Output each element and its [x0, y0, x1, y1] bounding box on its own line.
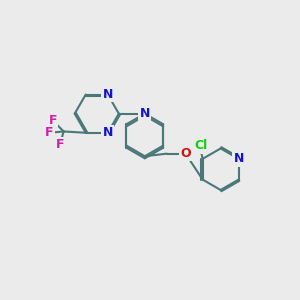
Text: F: F [56, 139, 64, 152]
Text: N: N [140, 107, 150, 120]
Text: O: O [180, 147, 191, 160]
Text: N: N [103, 126, 113, 139]
Text: F: F [45, 126, 54, 139]
Text: F: F [49, 114, 57, 127]
Text: Cl: Cl [194, 139, 207, 152]
Text: N: N [233, 152, 244, 165]
Text: N: N [140, 107, 150, 120]
Text: N: N [103, 88, 113, 101]
